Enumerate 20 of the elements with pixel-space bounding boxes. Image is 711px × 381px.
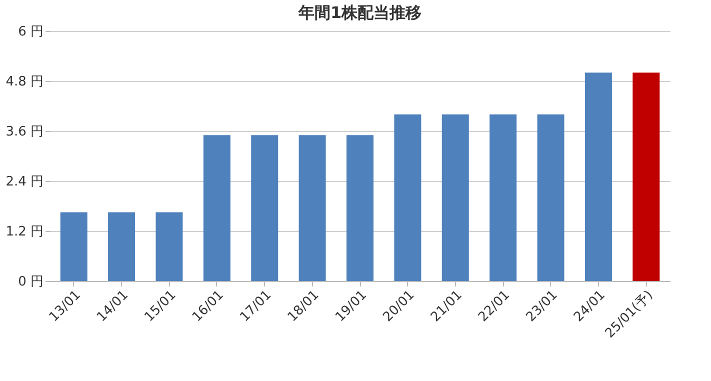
bar [346,135,374,281]
bar [490,114,517,281]
bar [632,72,660,281]
y-tick-label: 0 円 [18,274,44,290]
bar [203,135,230,281]
bar [442,114,469,281]
y-tick-label: 6 円 [18,24,44,40]
y-tick-label: 4.8 円 [6,74,44,90]
bar [298,135,326,281]
bar [108,212,136,281]
bar [537,114,564,281]
chart-title: 年間1株配当推移 [297,3,422,22]
bar [156,212,183,281]
bar [60,212,88,281]
bar [394,114,422,281]
y-tick-label: 3.6 円 [6,124,44,140]
bar [584,72,612,281]
y-tick-label: 1.2 円 [6,224,44,240]
bar [251,135,278,281]
y-tick-label: 2.4 円 [6,174,44,190]
